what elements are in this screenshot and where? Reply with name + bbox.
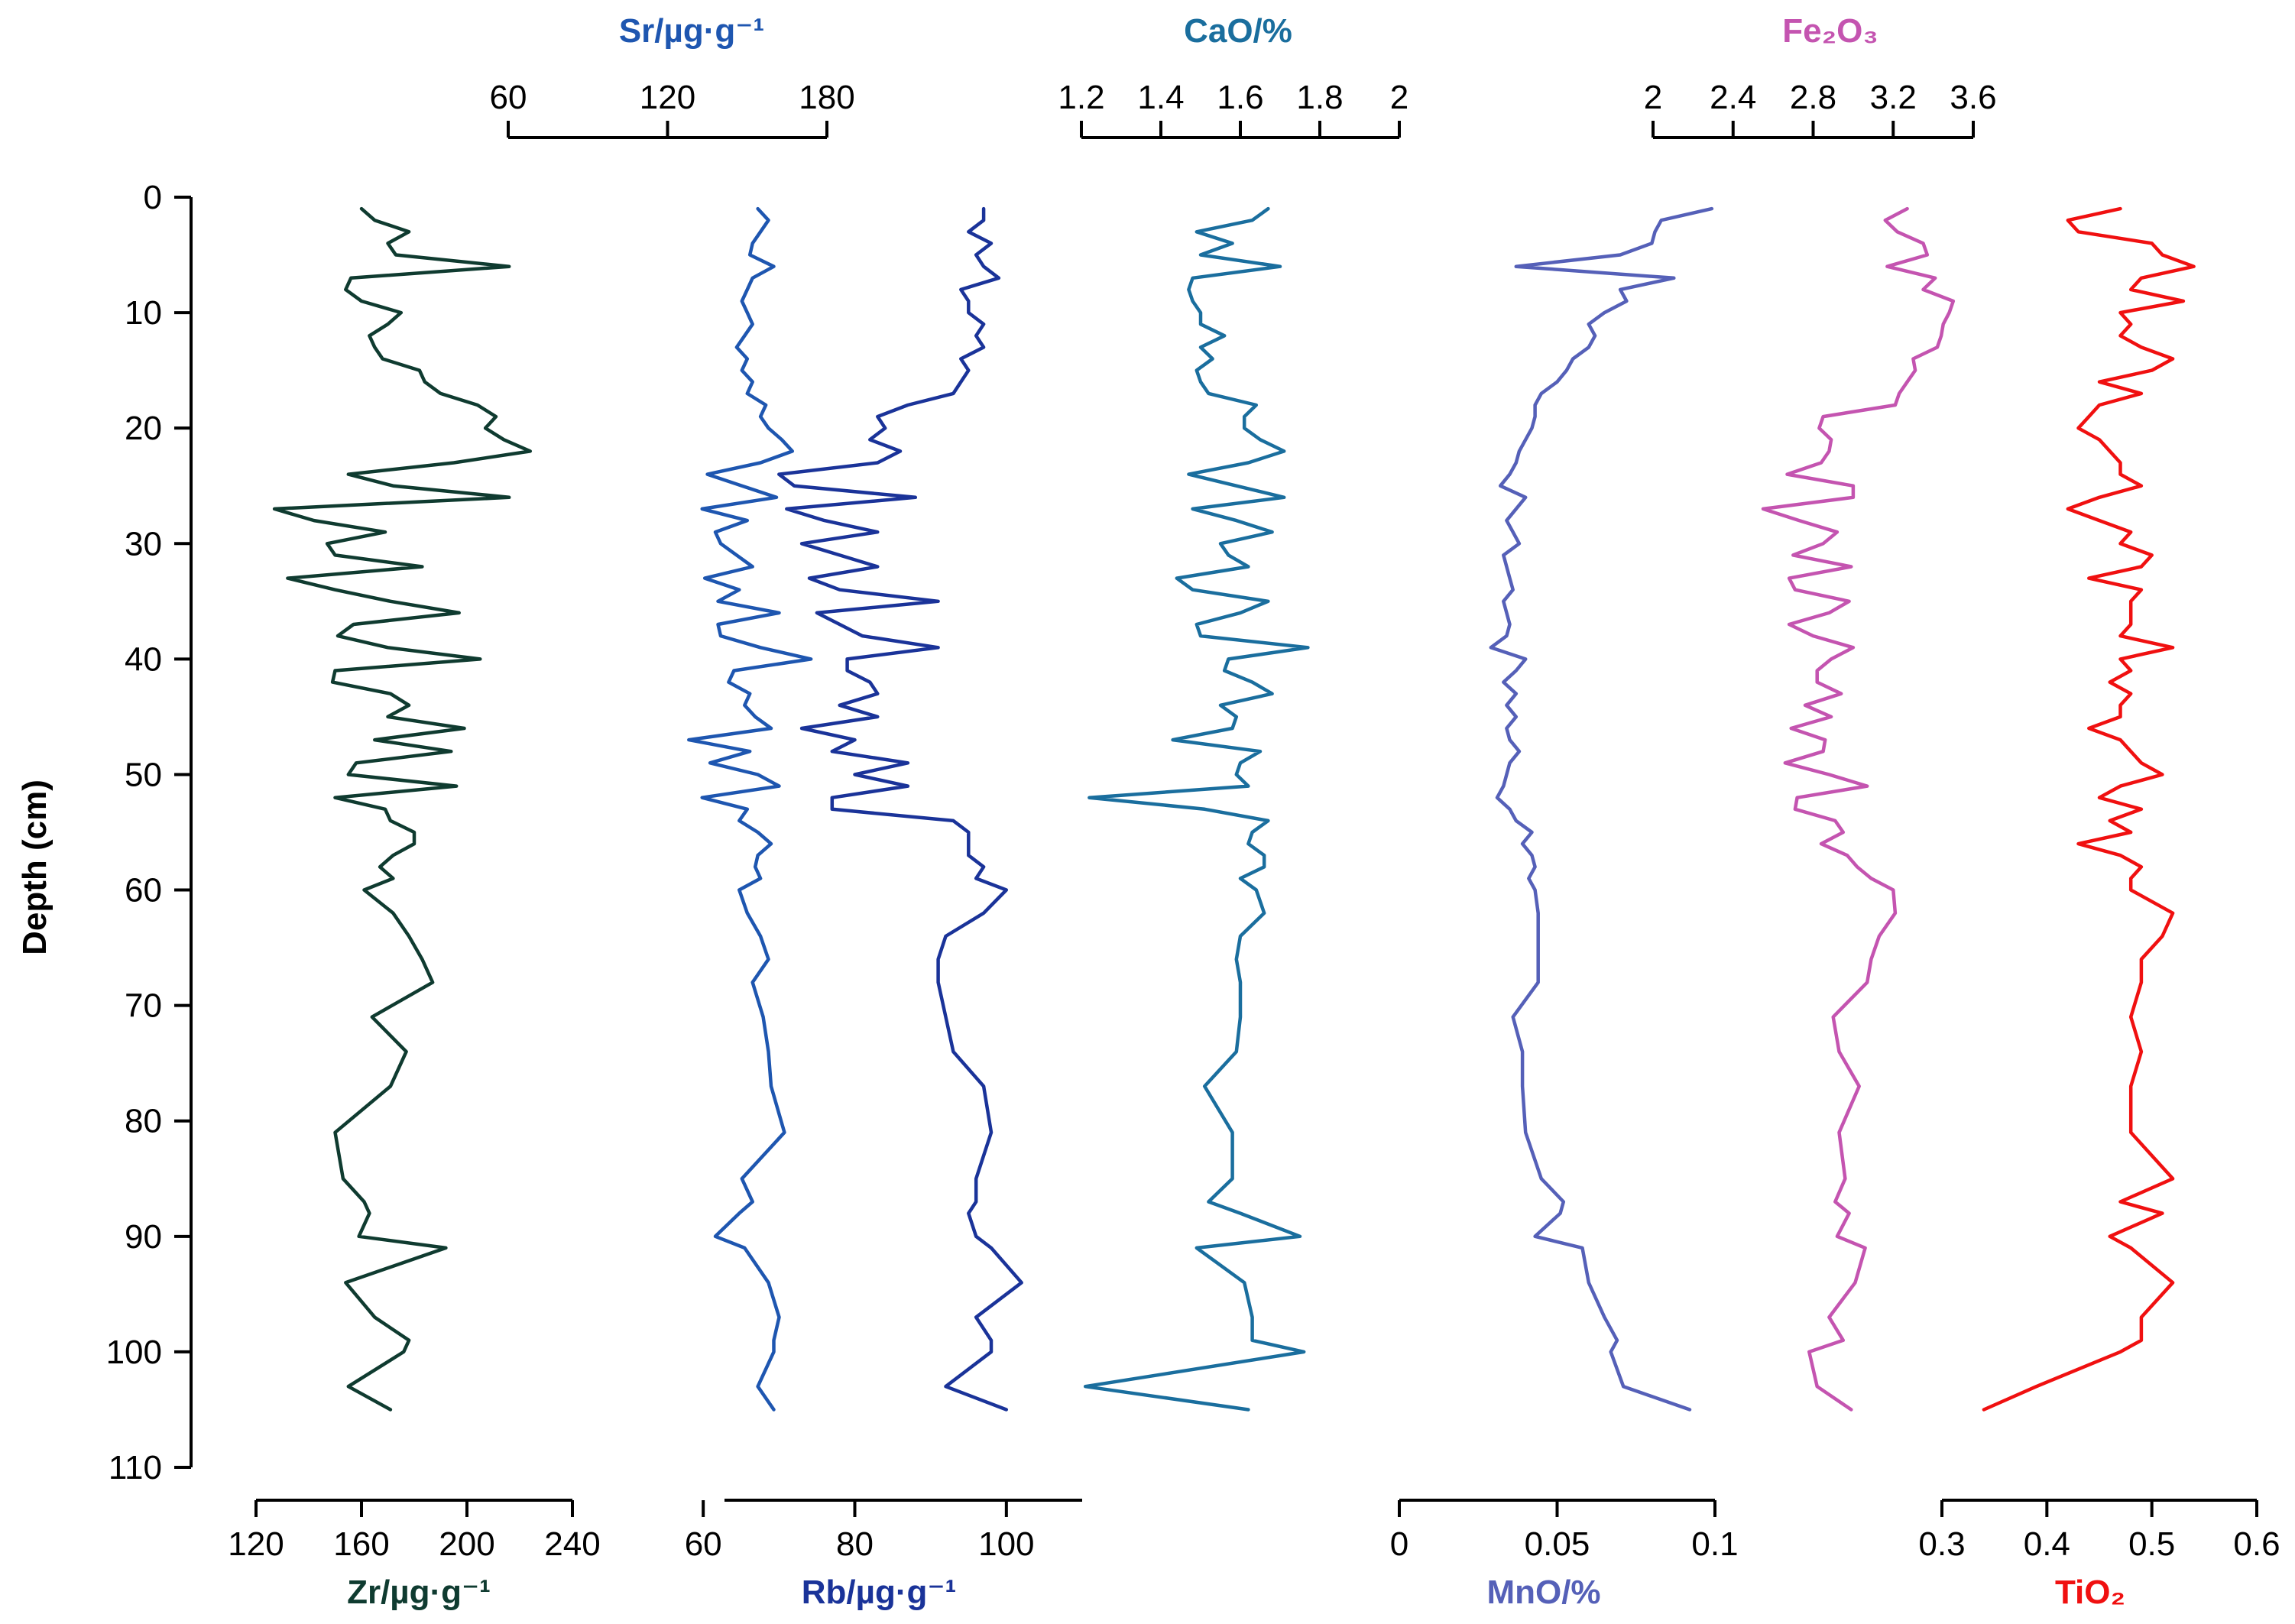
series-tick-label: 200 xyxy=(439,1525,494,1563)
series-tick-label: 1.8 xyxy=(1296,79,1343,116)
series-line xyxy=(1489,206,1714,1412)
depth-tick-label: 70 xyxy=(125,987,162,1025)
series-group: 2 2.4 2.8 3.2 3.6 Fe₂O₃ xyxy=(1644,12,1997,1412)
series-axis-title: Zr/µg·g⁻¹ xyxy=(347,1574,491,1611)
depth-tick-label: 40 xyxy=(125,640,162,678)
series-line xyxy=(272,206,533,1412)
series-tick-label: 2 xyxy=(1644,79,1662,116)
series-line xyxy=(777,206,1023,1412)
series-axis-title: Fe₂O₃ xyxy=(1782,12,1878,50)
series-axis-title: TiO₂ xyxy=(2055,1574,2125,1611)
series-tick-label: 100 xyxy=(978,1525,1034,1563)
depth-tick-label: 30 xyxy=(125,525,162,562)
series-tick-label: 0 xyxy=(1390,1525,1408,1563)
series-tick-label: 0.4 xyxy=(2024,1525,2070,1563)
series-line xyxy=(687,206,813,1412)
series-tick-label: 1.2 xyxy=(1058,79,1104,116)
depth-tick-label: 60 xyxy=(125,872,162,909)
series-tick-label: 3.6 xyxy=(1950,79,1996,116)
series-group: 0 0.05 0.1 MnO/% xyxy=(1390,206,1739,1611)
depth-tick-label: 90 xyxy=(125,1218,162,1256)
series-tick-label: 0.6 xyxy=(2233,1525,2280,1563)
series-tick-label: 1.6 xyxy=(1217,79,1263,116)
series-tick-label: 1.4 xyxy=(1137,79,1184,116)
depth-tick-label: 100 xyxy=(106,1334,162,1371)
depth-tick-label: 10 xyxy=(125,294,162,332)
series-axis-title: Sr/µg·g⁻¹ xyxy=(619,12,764,50)
series-tick-label: 180 xyxy=(799,79,854,116)
series-tick-label: 2 xyxy=(1390,79,1408,116)
series-group: 60 80 100 Rb/µg·g⁻¹ xyxy=(685,206,1082,1611)
series-tick-label: 160 xyxy=(333,1525,389,1563)
series-group: 0.3 0.4 0.5 0.6 TiO₂ xyxy=(1918,206,2280,1611)
series-group: 1.2 1.4 1.6 1.8 2 CaO/% xyxy=(1058,12,1408,1412)
depth-axis: 0 10 20 30 40 50 60 70 80 90 100 110 xyxy=(106,179,193,1486)
series-line xyxy=(1083,206,1310,1412)
series-axis-title: CaO/% xyxy=(1184,12,1292,50)
series-tick-label: 3.2 xyxy=(1870,79,1917,116)
depth-axis-title: Depth (cm) xyxy=(16,780,53,955)
series-tick-label: 240 xyxy=(544,1525,600,1563)
series-tick-label: 0.5 xyxy=(2128,1525,2175,1563)
series-tick-label: 80 xyxy=(836,1525,874,1563)
series-tick-label: 120 xyxy=(640,79,695,116)
series-axis-title: Rb/µg·g⁻¹ xyxy=(802,1574,957,1611)
series-tick-label: 0.05 xyxy=(1525,1525,1590,1563)
series-tick-label: 120 xyxy=(228,1525,284,1563)
depth-tick-label: 80 xyxy=(125,1103,162,1140)
depth-tick-label: 110 xyxy=(109,1449,162,1486)
depth-tick-label: 20 xyxy=(125,410,162,447)
series-tick-label: 0.1 xyxy=(1691,1525,1738,1563)
series-tick-label: 2.4 xyxy=(1710,79,1756,116)
series-group: 120 160 200 240 Zr/µg·g⁻¹ xyxy=(228,206,601,1611)
series-tick-label: 0.3 xyxy=(1918,1525,1965,1563)
series-tick-label: 60 xyxy=(685,1525,722,1563)
series-tick-label: 2.8 xyxy=(1790,79,1836,116)
series-line xyxy=(1761,206,1956,1412)
series-group: 60 120 180 Sr/µg·g⁻¹ xyxy=(490,12,855,1412)
series-axis-title: MnO/% xyxy=(1486,1574,1600,1611)
series-line xyxy=(1982,206,2196,1412)
depth-tick-label: 0 xyxy=(144,179,162,216)
depth-tick-label: 50 xyxy=(125,756,162,793)
series-tick-label: 60 xyxy=(490,79,527,116)
